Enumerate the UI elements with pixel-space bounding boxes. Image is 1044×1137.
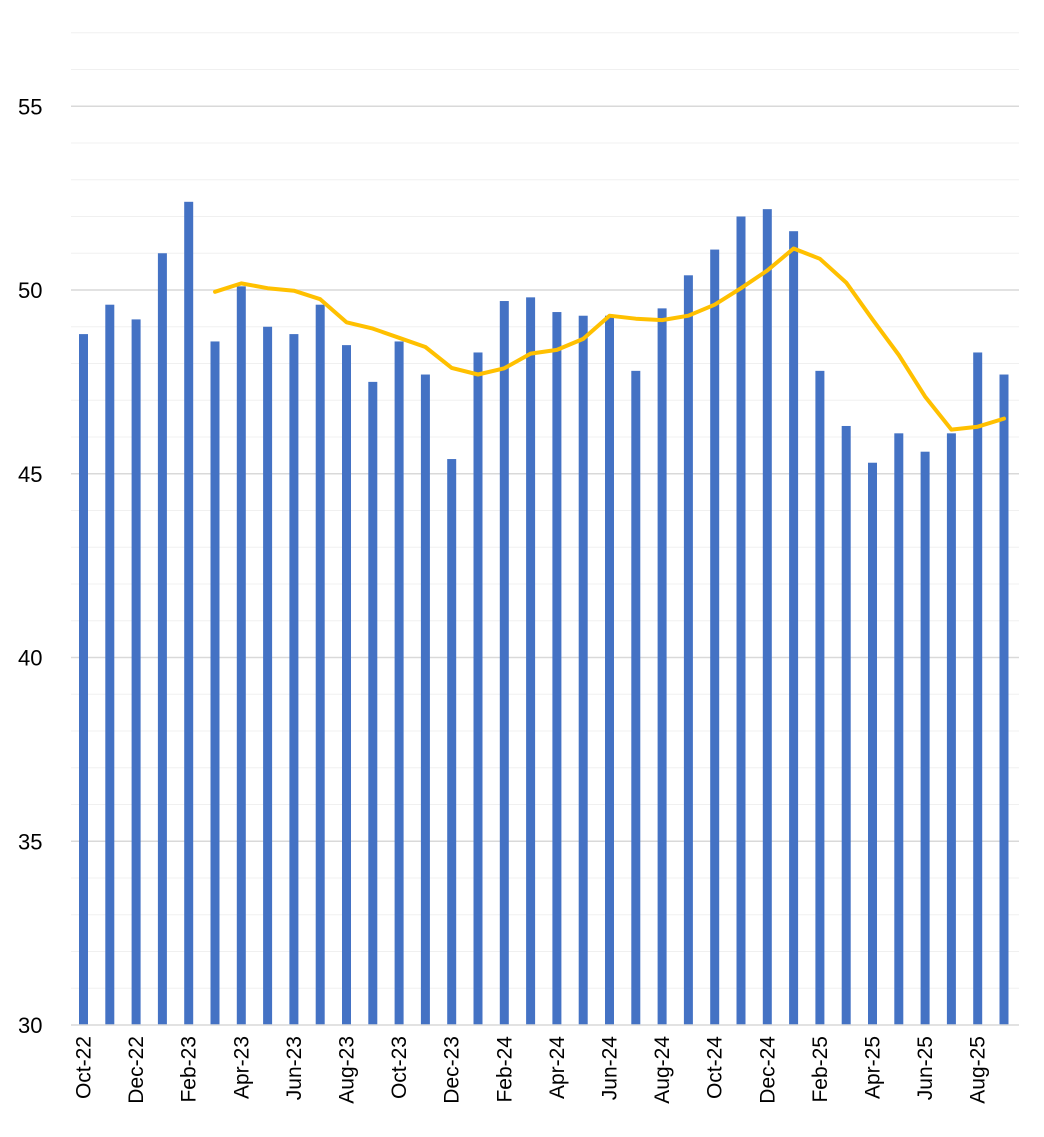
y-tick-label: 50 — [18, 278, 42, 303]
bar-dec-24 — [762, 209, 772, 1025]
bar-may-24 — [578, 315, 588, 1026]
bar-jul-24 — [631, 370, 641, 1026]
bar-jan-23 — [157, 253, 167, 1025]
bar-dec-22 — [131, 319, 141, 1025]
x-axis-ticks: Oct-22 Dec-22 Feb-23 Apr-23 Jun-23 Aug-23 Oct-… — [73, 1036, 990, 1104]
x-tick-label: Jun-23 — [283, 1036, 306, 1100]
bar-feb-24 — [499, 301, 509, 1025]
bar-oct-22 — [79, 334, 88, 1026]
bar-jun-25 — [920, 451, 930, 1025]
x-tick-label: Feb-25 — [809, 1036, 832, 1103]
y-axis-ticks: 30 35 40 45 50 55 — [18, 94, 42, 1038]
bar-nov-22 — [105, 304, 115, 1025]
x-tick-label: Aug-24 — [651, 1036, 674, 1104]
x-tick-label: Jun-25 — [914, 1036, 937, 1100]
x-tick-label: Oct-24 — [704, 1036, 727, 1099]
bar-jun-23 — [289, 334, 299, 1026]
bar-series — [79, 201, 1009, 1026]
y-tick-label: 40 — [18, 646, 42, 671]
x-tick-label: Apr-23 — [230, 1036, 253, 1099]
y-tick-label: 35 — [18, 829, 42, 854]
y-tick-label: 30 — [18, 1013, 42, 1038]
bar-sep-24 — [683, 275, 693, 1025]
x-tick-label: Dec-24 — [756, 1036, 779, 1104]
bar-jan-24 — [473, 352, 483, 1026]
bar-nov-24 — [736, 216, 746, 1025]
x-tick-label: Jun-24 — [599, 1036, 622, 1101]
bar-aug-24 — [657, 308, 667, 1025]
y-tick-label: 55 — [18, 94, 42, 119]
bar-jul-25 — [946, 433, 956, 1025]
y-tick-label: 45 — [18, 462, 42, 487]
bar-mar-25 — [841, 425, 851, 1026]
x-tick-label: Feb-24 — [493, 1036, 516, 1103]
bar-mar-24 — [526, 297, 536, 1026]
x-tick-label: Aug-25 — [967, 1036, 990, 1104]
bar-jun-24 — [605, 315, 614, 1026]
bar-apr-25 — [868, 462, 877, 1026]
x-tick-label: Dec-22 — [125, 1036, 148, 1104]
line-series — [213, 246, 1006, 432]
bar-feb-23 — [184, 201, 194, 1026]
gridlines — [71, 32, 1019, 989]
x-tick-label: Apr-24 — [546, 1036, 569, 1099]
bar-apr-24 — [552, 312, 562, 1025]
x-tick-label: Oct-23 — [388, 1036, 411, 1099]
bar-apr-23 — [236, 286, 246, 1025]
bar-nov-23 — [420, 374, 430, 1025]
bar-feb-25 — [815, 370, 825, 1026]
moving-average-line — [213, 246, 1006, 432]
bar-dec-23 — [447, 459, 457, 1025]
bar-jul-23 — [315, 304, 325, 1025]
x-tick-label: Apr-25 — [862, 1036, 885, 1099]
bar-aug-25 — [973, 352, 983, 1026]
x-tick-label: Oct-22 — [73, 1036, 96, 1099]
bar-sep-25 — [999, 374, 1009, 1025]
bar-mar-23 — [210, 341, 220, 1025]
bar-sep-23 — [368, 381, 378, 1025]
x-tick-label: Dec-23 — [441, 1036, 464, 1104]
x-tick-label: Feb-23 — [178, 1036, 201, 1103]
bar-may-25 — [894, 433, 904, 1025]
bar-may-23 — [263, 326, 273, 1025]
bar-jan-25 — [789, 231, 799, 1025]
x-tick-label: Aug-23 — [336, 1036, 359, 1104]
bar-aug-23 — [342, 345, 351, 1025]
bar-oct-24 — [710, 249, 720, 1025]
bar-oct-23 — [394, 341, 404, 1025]
